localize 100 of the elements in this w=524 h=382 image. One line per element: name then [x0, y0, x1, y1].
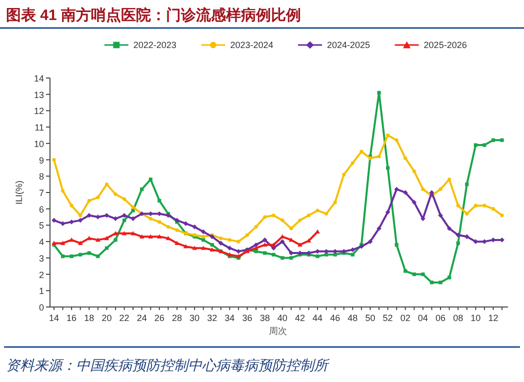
point — [104, 236, 110, 240]
point — [430, 280, 434, 284]
point — [254, 225, 258, 229]
point — [78, 218, 83, 223]
point — [96, 196, 100, 200]
legend-label: 2022-2023 — [133, 40, 176, 50]
point — [218, 240, 224, 246]
point — [158, 198, 162, 202]
point — [236, 240, 240, 244]
point — [158, 220, 162, 224]
point — [219, 236, 223, 240]
point — [394, 243, 398, 247]
point — [421, 272, 425, 276]
point — [60, 254, 65, 258]
y-tick-label: 2 — [38, 270, 44, 280]
title: 图表 41 南方哨点医院：门诊流感样病例比例 — [6, 7, 302, 24]
point — [87, 198, 91, 202]
y-tick-label: 3 — [38, 253, 44, 264]
x-tick-label: 06 — [436, 313, 446, 323]
point — [69, 220, 74, 224]
point — [104, 213, 110, 218]
point — [350, 161, 354, 165]
point — [86, 236, 92, 240]
point — [394, 186, 399, 192]
point — [140, 187, 144, 192]
point — [438, 280, 442, 284]
point — [324, 212, 328, 216]
point — [385, 210, 390, 215]
x-tick-label: 24 — [136, 313, 147, 323]
x-tick-label: 02 — [400, 313, 410, 323]
point — [315, 229, 320, 234]
point — [78, 214, 82, 218]
point — [87, 251, 91, 255]
y-tick-label: 1 — [38, 286, 44, 296]
x-tick-label: 46 — [330, 313, 340, 323]
point — [368, 239, 373, 244]
point — [52, 240, 56, 246]
point — [360, 150, 364, 154]
point — [474, 143, 478, 147]
x-tick-label: 20 — [102, 313, 112, 323]
point — [130, 230, 136, 236]
point — [298, 218, 302, 222]
point — [96, 238, 100, 242]
point — [271, 242, 276, 247]
point — [315, 248, 320, 254]
y-tick-label: 5 — [38, 220, 44, 231]
x-tick-label: 40 — [277, 313, 288, 323]
point — [228, 238, 232, 242]
point — [280, 256, 284, 260]
y-tick-label: 4 — [38, 237, 44, 248]
point — [404, 156, 408, 160]
x-tick-label: 30 — [190, 313, 200, 323]
point — [404, 269, 408, 273]
x-axis-title: 周次 — [269, 326, 287, 336]
point — [342, 172, 346, 176]
point — [131, 205, 135, 210]
point — [69, 238, 74, 242]
point — [491, 138, 496, 142]
point — [272, 214, 276, 218]
point — [122, 213, 127, 218]
point — [157, 211, 162, 216]
point — [174, 218, 180, 223]
point — [482, 239, 487, 244]
point — [122, 197, 126, 201]
point — [333, 200, 337, 204]
point — [377, 154, 381, 158]
x-tick-label: 22 — [119, 313, 130, 323]
x-tick-label: 34 — [224, 313, 235, 323]
point — [174, 240, 180, 246]
point — [139, 234, 144, 238]
point — [78, 252, 82, 256]
point — [333, 252, 337, 256]
x-tick-label: 32 — [207, 313, 218, 323]
annotation: 资料来源：中国疾病预防控制中心病毒病预防控制所 — [6, 357, 328, 373]
point — [306, 214, 311, 218]
point — [254, 246, 258, 250]
point — [262, 242, 268, 247]
point — [272, 252, 276, 256]
point — [465, 182, 469, 186]
point — [122, 230, 127, 236]
point — [52, 218, 56, 223]
point — [394, 138, 398, 142]
x-tick-label: 38 — [260, 313, 270, 323]
point — [60, 189, 65, 193]
x-tick-label: 12 — [488, 313, 498, 323]
point — [236, 254, 241, 258]
y-tick-label: 9 — [38, 155, 44, 166]
y-tick-label: 13 — [34, 90, 44, 100]
x-tick-label: 08 — [453, 313, 464, 323]
point — [148, 216, 152, 220]
point — [122, 218, 126, 222]
point — [289, 226, 293, 230]
point — [227, 252, 232, 256]
point — [227, 246, 232, 251]
point — [183, 221, 188, 226]
point — [254, 250, 258, 254]
point — [245, 233, 250, 237]
y-tick-label: 14 — [34, 74, 44, 84]
point — [175, 228, 179, 232]
point — [438, 213, 443, 218]
